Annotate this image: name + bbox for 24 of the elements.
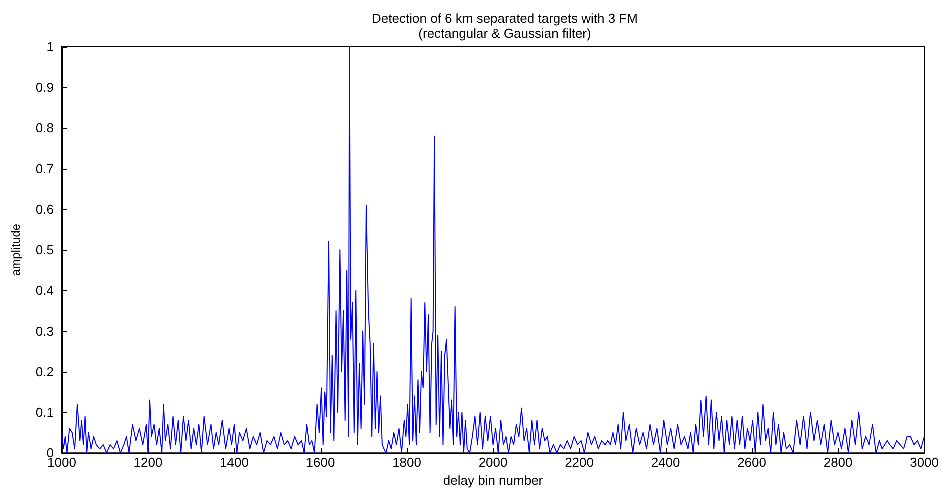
- x-tick-label: 2400: [651, 455, 680, 470]
- y-tick-label: 1: [46, 40, 54, 54]
- x-tick-label: 1200: [134, 455, 163, 470]
- x-tick-label: 3000: [910, 455, 939, 470]
- y-tick-label: 0.8: [36, 120, 54, 136]
- chart-title: Detection of 6 km separated targets with 3 FM (rectangular & Gaussian filter): [372, 11, 638, 41]
- y-tick-label: 0.9: [36, 80, 54, 96]
- x-tick-label: 1400: [220, 455, 249, 470]
- y-tick-label: 0.7: [36, 161, 54, 176]
- y-tick-label: 0.6: [36, 202, 54, 217]
- x-tick-label: 2600: [738, 455, 766, 470]
- y-tick-label: 0.4: [36, 283, 54, 298]
- x-tick-label: 2200: [565, 455, 594, 470]
- x-tick-label: 1600: [306, 455, 336, 470]
- y-tick-label: 0.5: [36, 242, 54, 258]
- x-tick-label: 2000: [478, 455, 508, 470]
- y-tick-label: 0.3: [36, 324, 54, 339]
- y-axis-title: amplitude: [9, 224, 23, 276]
- line-series: [62, 46, 926, 454]
- x-tick-label: 1800: [392, 455, 422, 470]
- y-tick-label: 0.1: [36, 404, 54, 420]
- y-tick-label: 0.2: [36, 364, 54, 380]
- x-tick-label: 2800: [824, 455, 853, 470]
- x-axis-title: delay bin number: [443, 473, 544, 488]
